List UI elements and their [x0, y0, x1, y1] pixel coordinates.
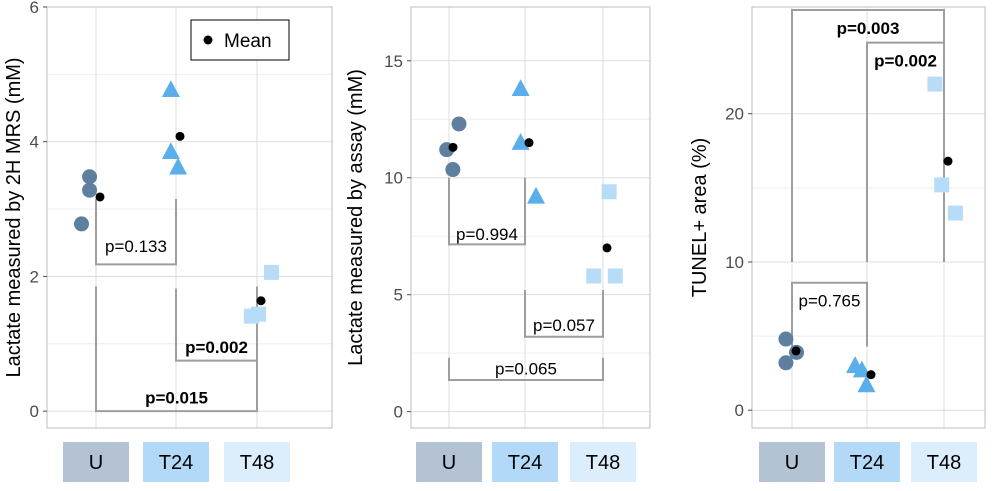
data-point-T48 — [927, 76, 943, 92]
y-tick-label: 20 — [725, 105, 744, 124]
data-point-U — [74, 216, 90, 232]
data-point-T24 — [169, 157, 188, 175]
category-strip-U — [416, 442, 482, 482]
data-point-T48 — [947, 205, 963, 221]
comparison-bracket — [524, 290, 604, 338]
data-point-U — [445, 162, 461, 178]
category-label: T48 — [927, 452, 961, 474]
p-value-label: p=0.065 — [495, 359, 557, 378]
category-label: T24 — [159, 452, 193, 474]
mean-point — [602, 243, 612, 253]
data-point-T24 — [511, 133, 530, 150]
y-tick-label: 10 — [725, 253, 744, 272]
category-label: U — [442, 452, 456, 474]
data-point-T48 — [601, 184, 617, 200]
data-point-T24 — [161, 80, 180, 98]
mean-point — [866, 370, 876, 380]
data-point-U — [82, 169, 98, 185]
comparison-bracket — [448, 177, 526, 246]
y-axis-label: Lactate measured by 2H MRS (mM) — [3, 57, 25, 377]
y-tick-label: 4 — [30, 133, 39, 152]
y-tick-label: 2 — [30, 267, 39, 286]
y-tick-label: 0 — [30, 402, 39, 421]
p-value-label: p=0.765 — [799, 292, 861, 311]
mean-point — [95, 192, 105, 202]
category-label: T48 — [240, 452, 274, 474]
p-value-label: p=0.015 — [145, 389, 208, 408]
comparison-bracket — [448, 357, 604, 382]
comparison-bracket — [95, 286, 258, 413]
data-point-T48 — [586, 268, 602, 284]
y-tick-label: 0 — [394, 403, 403, 422]
category-label: U — [785, 452, 799, 474]
category-strip-T24 — [834, 442, 900, 482]
y-axis-label: TUNEL+ area (%) — [689, 138, 711, 298]
plot-border — [46, 6, 333, 429]
panel-1: 0 2 4 6 Lactate measured by 2H MRS (mM) p=0.1… — [3, 0, 333, 482]
y-tick-label: 5 — [394, 286, 403, 305]
data-point-U — [82, 182, 98, 198]
p-value-label: p=0.002 — [874, 51, 937, 70]
comparison-bracket — [866, 41, 945, 262]
y-tick-label: 10 — [384, 169, 403, 188]
data-point-T24 — [852, 360, 871, 378]
y-axis-label: Lactate measured by assay (mM) — [345, 69, 367, 366]
legend: Mean — [190, 19, 290, 61]
data-point-U — [778, 355, 794, 371]
data-point-T48 — [934, 177, 950, 193]
data-point-T24 — [857, 375, 876, 393]
panel-2: 0 5 10 15 Lactate measured by assay (mM) p=0.… — [345, 6, 651, 482]
mean-point — [791, 346, 801, 356]
category-strip-T24 — [492, 442, 558, 482]
category-label: U — [89, 452, 103, 474]
p-value-label: p=0.002 — [185, 338, 248, 357]
panel-3: 0 10 20 TUNEL+ area (%) p=0.765 p=0.002 p=0.00… — [689, 6, 986, 482]
legend-box — [190, 19, 290, 61]
legend-label: Mean — [224, 31, 272, 52]
data-point-T48 — [263, 264, 279, 280]
comparison-bracket — [791, 8, 945, 262]
category-label: T24 — [508, 452, 542, 474]
data-point-U — [451, 116, 467, 132]
category-strip-U — [63, 442, 129, 482]
category-label: T24 — [850, 452, 884, 474]
category-strip-T48 — [570, 442, 636, 482]
category-strip-T48 — [911, 442, 977, 482]
plot-border — [751, 6, 986, 429]
mean-point — [448, 142, 458, 152]
legend-mean-marker — [203, 35, 213, 45]
p-value-label: p=0.133 — [105, 237, 167, 256]
p-value-label: p=0.994 — [456, 225, 518, 244]
mean-point — [943, 156, 953, 166]
y-tick-label: 0 — [735, 401, 744, 420]
data-point-U — [778, 331, 794, 347]
category-strip-T48 — [224, 442, 290, 482]
plot-border — [410, 6, 651, 429]
mean-point — [256, 296, 266, 306]
y-tick-label: 6 — [30, 0, 39, 17]
category-strip-T24 — [143, 442, 209, 482]
data-point-T24 — [161, 142, 180, 160]
category-label: T48 — [586, 452, 620, 474]
p-value-label: p=0.003 — [837, 19, 900, 38]
p-value-label: p=0.057 — [533, 316, 595, 335]
data-point-T48 — [251, 306, 267, 322]
category-strip-U — [759, 442, 825, 482]
data-point-T24 — [527, 186, 546, 204]
data-point-T48 — [607, 268, 623, 284]
comparison-bracket — [791, 281, 868, 347]
y-tick-label: 15 — [384, 52, 403, 71]
comparison-bracket — [95, 198, 177, 266]
mean-point — [175, 131, 185, 141]
data-point-T24 — [511, 79, 530, 97]
mean-point — [524, 138, 534, 148]
